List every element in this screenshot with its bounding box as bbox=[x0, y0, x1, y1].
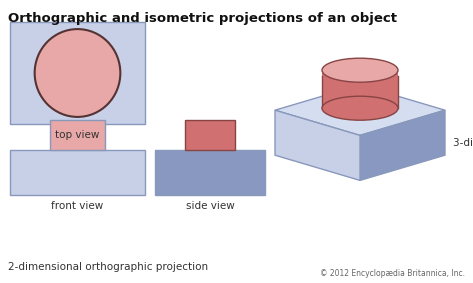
Polygon shape bbox=[360, 110, 445, 180]
Ellipse shape bbox=[322, 96, 398, 120]
Bar bbox=[10, 150, 145, 195]
Bar bbox=[155, 150, 265, 195]
Polygon shape bbox=[275, 85, 445, 135]
Bar bbox=[50, 120, 105, 150]
Ellipse shape bbox=[35, 29, 120, 117]
Bar bbox=[322, 70, 398, 108]
Text: 3-dimensional isometric projection: 3-dimensional isometric projection bbox=[453, 138, 473, 148]
Ellipse shape bbox=[322, 58, 398, 82]
Text: © 2012 Encyclopædia Britannica, Inc.: © 2012 Encyclopædia Britannica, Inc. bbox=[320, 269, 465, 278]
Text: front view: front view bbox=[52, 201, 104, 211]
Text: top view: top view bbox=[55, 130, 100, 140]
Bar bbox=[10, 22, 145, 124]
Bar bbox=[185, 120, 235, 150]
Text: Orthographic and isometric projections of an object: Orthographic and isometric projections o… bbox=[8, 12, 397, 25]
Text: 2-dimensional orthographic projection: 2-dimensional orthographic projection bbox=[8, 262, 208, 272]
Text: side view: side view bbox=[185, 201, 235, 211]
Polygon shape bbox=[275, 110, 360, 180]
